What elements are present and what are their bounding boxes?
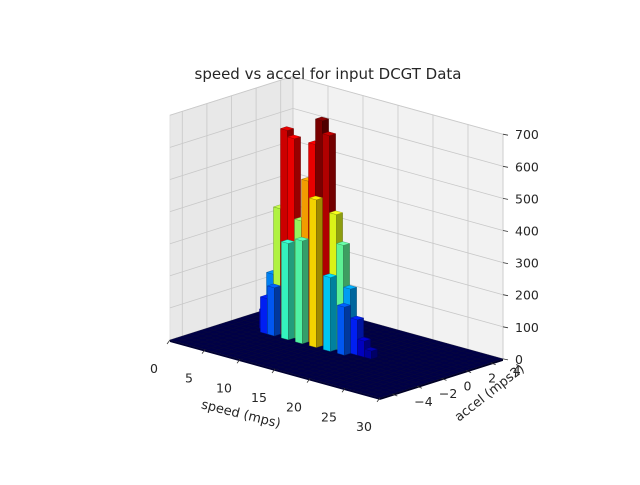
bar-side-face (330, 275, 337, 352)
bar-top-face (279, 126, 295, 131)
floor-grid-line (206, 328, 417, 387)
bar-side-face (288, 241, 295, 341)
bar (308, 195, 324, 348)
z-tick-label: 100 (515, 320, 539, 335)
floor-grid-line (182, 335, 393, 395)
bar-side-face (344, 304, 351, 356)
bar-top-face (314, 116, 330, 122)
bar-top-face (349, 315, 365, 321)
x-tick-mark (271, 368, 276, 374)
x-tick-label: 5 (185, 371, 193, 386)
x-tick-label: 30 (356, 419, 372, 434)
y-tick-label: 4 (513, 363, 521, 378)
axes: 051015202530−4−2024010020030040050060070… (150, 127, 539, 434)
z-tick-mark (502, 133, 509, 136)
bar-top-face (308, 195, 324, 201)
bar-top-face (321, 131, 337, 136)
floor-grid-line (176, 337, 387, 397)
floor-grid-line (194, 332, 405, 391)
z-tick-mark (502, 198, 509, 200)
bar-top-face (286, 134, 302, 140)
y-tick-label: 2 (488, 371, 496, 386)
z-tick-mark (502, 326, 509, 329)
z-tick-label: 400 (515, 224, 539, 239)
bar-front-face (357, 338, 365, 358)
z-tick-mark (502, 165, 509, 168)
y-tick-label: −4 (414, 394, 432, 409)
y-tick-label: 0 (464, 378, 472, 393)
bar-front-face (350, 317, 358, 356)
y-tick-mark (392, 393, 398, 397)
z-tick-mark (502, 294, 509, 297)
z-tick-mark (502, 230, 509, 232)
x-tick-label: 25 (321, 409, 337, 424)
bar-top-face (363, 346, 379, 352)
x-tick-label: 20 (286, 400, 302, 415)
x-tick-mark (201, 349, 206, 354)
chart-title: speed vs accel for input DCGT Data (195, 65, 462, 83)
bar-front-face (309, 197, 317, 348)
x-tick-label: 10 (216, 380, 232, 395)
bar-top-face (294, 236, 310, 242)
bar-front-face (337, 304, 345, 356)
y-tick-mark (416, 385, 423, 389)
bar-front-face (323, 275, 331, 352)
y-tick-label: −2 (439, 386, 457, 401)
bar-front-face (260, 296, 268, 335)
bar-front-face (295, 238, 303, 344)
x-tick-mark (166, 339, 171, 345)
z-tick-label: 200 (515, 288, 539, 303)
z-tick-label: 300 (515, 256, 539, 271)
bar (322, 273, 338, 352)
bar-top-face (342, 284, 358, 290)
floor-edge-side (380, 358, 503, 400)
floor-grid-line (212, 326, 424, 385)
bar-top-face (280, 239, 296, 244)
bar (363, 346, 379, 360)
x-tick-mark (376, 397, 381, 403)
bar-side-face (316, 197, 323, 348)
bar-top-face (322, 273, 338, 278)
bar-top-face (328, 210, 344, 215)
y-tick-mark (490, 362, 496, 366)
bar-top-face (266, 283, 282, 289)
floor-grid-line (200, 330, 411, 389)
bar (280, 239, 296, 341)
bar-front-face (267, 285, 275, 337)
y-tick-mark (441, 378, 447, 381)
x-tick-label: 15 (251, 390, 267, 405)
z-tick-mark (502, 358, 509, 361)
bar-side-face (302, 238, 309, 344)
x-tick-label: 0 (150, 361, 158, 376)
x-tick-mark (341, 388, 346, 393)
bar (294, 236, 310, 344)
bar (266, 283, 282, 337)
x-tick-mark (306, 378, 311, 383)
bar-top-face (335, 241, 351, 246)
floor-grid-line (219, 324, 430, 383)
z-tick-label: 700 (515, 127, 539, 142)
z-tick-mark (502, 262, 509, 264)
z-tick-label: 0 (515, 352, 523, 367)
floor-edge-front (170, 340, 380, 400)
y-tick-mark (465, 370, 472, 373)
bar-top-face (356, 336, 372, 342)
bars (258, 116, 379, 360)
bar-side-face (274, 285, 281, 337)
z-tick-label: 500 (515, 191, 539, 206)
bar-top-face (336, 302, 352, 308)
bar (336, 302, 352, 356)
x-tick-mark (236, 359, 241, 364)
x-axis-label: speed (mps) (200, 397, 282, 431)
z-tick-label: 600 (515, 159, 539, 174)
bar-front-face (281, 241, 289, 341)
floor-grid-line (188, 333, 399, 393)
